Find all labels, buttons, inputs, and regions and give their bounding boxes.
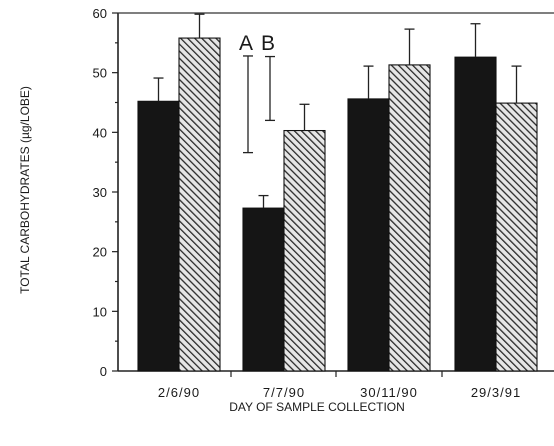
y-tick-label: 50 xyxy=(93,66,107,81)
range-label: B xyxy=(261,32,275,55)
y-tick-label: 0 xyxy=(100,364,107,379)
x-tick-label: 2/6/90 xyxy=(158,385,200,400)
y-tick-label: 40 xyxy=(93,125,107,140)
range-label: A xyxy=(239,32,253,55)
x-axis-title: DAY OF SAMPLE COLLECTION xyxy=(229,400,405,414)
bar-hatched xyxy=(178,37,221,372)
bar-solid xyxy=(347,98,390,372)
bar-hatched xyxy=(388,64,431,372)
y-tick-label: 60 xyxy=(93,6,107,21)
y-tick-label: 30 xyxy=(93,185,107,200)
bar-solid xyxy=(137,100,180,372)
bar-solid xyxy=(242,207,285,372)
bar-solid xyxy=(454,56,497,372)
x-tick-label: 29/3/91 xyxy=(471,385,521,400)
y-tick-label: 20 xyxy=(93,245,107,260)
bar-hatched xyxy=(283,129,326,372)
x-tick-label: 30/11/90 xyxy=(360,385,418,400)
y-axis-title: TOTAL CARBOHYDRATES (µg/LOBE) xyxy=(18,86,32,294)
bar-hatched xyxy=(495,102,538,372)
x-tick-label: 7/7/90 xyxy=(263,385,305,400)
y-tick-label: 10 xyxy=(93,304,107,319)
